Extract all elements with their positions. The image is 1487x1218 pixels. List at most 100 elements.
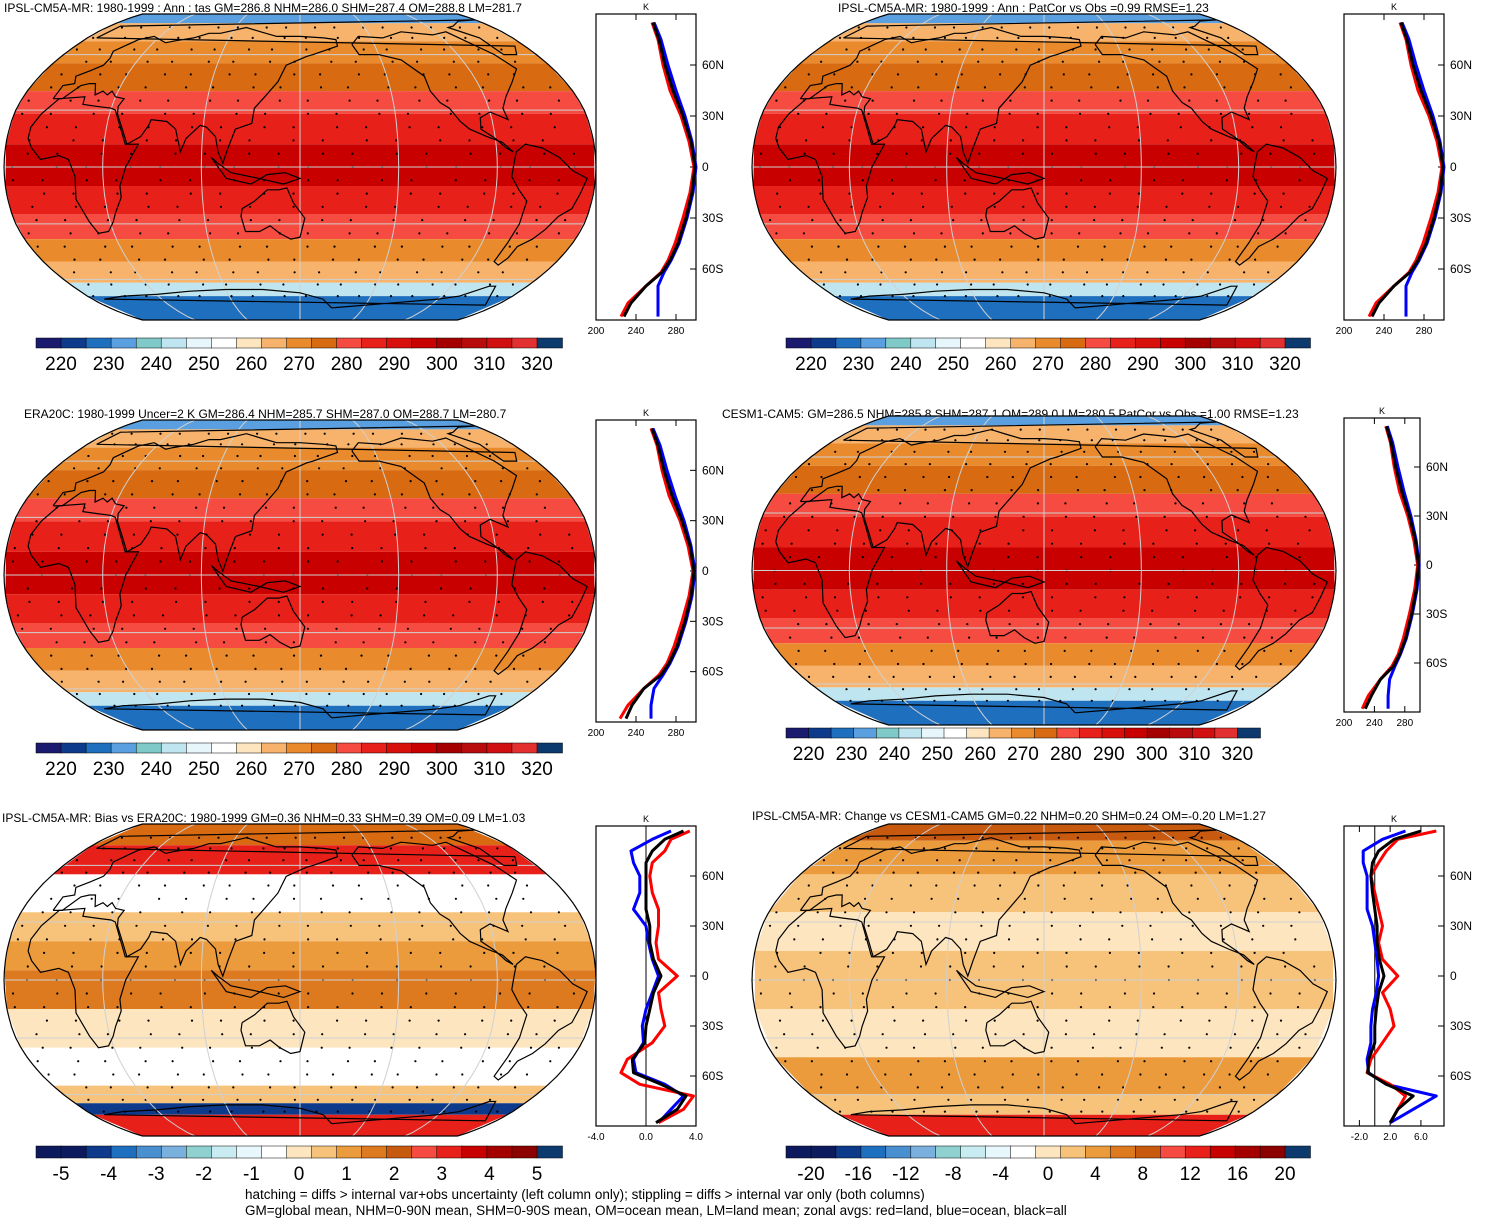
stipple-dot (1126, 258, 1129, 261)
stipple-dot (488, 232, 491, 235)
stipple-dot (391, 836, 394, 839)
stipple-dot (935, 1006, 938, 1009)
x-tick-label: 200 (1336, 326, 1353, 337)
stipple-dot (868, 688, 871, 691)
colorbar-swatch (286, 742, 313, 754)
stipple-dot (406, 112, 409, 115)
colorbar-swatch (211, 742, 238, 754)
stipple-dot (293, 271, 296, 274)
colorbar: -20 -16 -12 -8 -4 0 4 8 12 16 20 (785, 1145, 1311, 1185)
stipple-dot (968, 502, 971, 505)
stipple-dot (1241, 48, 1244, 51)
stipple-dot (514, 60, 517, 63)
stipple-dot (16, 614, 19, 617)
stipple-dot (144, 86, 147, 89)
stipple-dot (1036, 1006, 1039, 1009)
map-border (751, 823, 1337, 1137)
colorbar-swatch (1010, 1145, 1037, 1159)
stipple-dot (899, 636, 902, 639)
stipple-dot (913, 283, 916, 286)
stipple-dot (1050, 596, 1054, 599)
stipple-dot (73, 467, 76, 470)
stipple-dot (1108, 126, 1111, 129)
stipple-dot (110, 859, 113, 862)
stipple-dot (1065, 965, 1068, 968)
stipple-dot (1156, 649, 1159, 653)
stipple-dot (1152, 179, 1156, 182)
stipple-dot (277, 547, 280, 550)
stipple-dot (935, 542, 938, 545)
stipple-dot (970, 245, 973, 248)
stipple-dot (144, 965, 147, 968)
stipple-dot (816, 1046, 819, 1049)
stipple-dot (553, 1019, 556, 1022)
stipple-dot (1094, 139, 1097, 142)
colorbar-swatch (286, 1145, 313, 1159)
stipple-dot (146, 1086, 149, 1089)
stipple-dot (336, 1110, 339, 1113)
stipple-dot (117, 897, 120, 900)
stipple-dot (797, 924, 800, 927)
stipple-dot (933, 699, 936, 702)
stipple-dot (163, 73, 167, 76)
stipple-dot (867, 112, 870, 115)
stipple-dot (60, 73, 63, 76)
stipple-dot (1036, 636, 1039, 639)
stipple-dot (1026, 1098, 1029, 1101)
stipple-dot (365, 139, 368, 142)
stipple-dot (334, 506, 337, 509)
map (4, 14, 596, 320)
stipple-dot (431, 1098, 434, 1101)
stipple-dot (1063, 649, 1066, 653)
stipple-dot (802, 232, 806, 235)
stipple-dot (810, 245, 814, 248)
stipple-dot (1240, 965, 1243, 968)
stipple-dot (110, 283, 113, 286)
stipple-dot (331, 258, 335, 261)
stipple-dot (1051, 152, 1054, 155)
stipple-dot (354, 60, 357, 63)
stipple-dot (392, 520, 395, 523)
stipple-dot (230, 295, 233, 298)
stipple-dot (408, 1019, 411, 1022)
stipple-dot (857, 502, 861, 505)
stipple-dot (1206, 295, 1209, 298)
stipple-dot (1048, 1110, 1051, 1113)
colorbar-tick-label: 310 (1222, 354, 1254, 375)
colorbar-swatch (1035, 1145, 1062, 1159)
stipple-dot (206, 924, 209, 927)
stipple-dot (1126, 884, 1129, 887)
stipple-dot (1027, 1110, 1030, 1113)
colorbar-swatch (1110, 337, 1137, 349)
stipple-dot (1152, 73, 1155, 76)
stipple-dot (981, 26, 984, 29)
stipple-dot (1108, 951, 1111, 955)
stipple-dot (99, 258, 102, 261)
stipple-dot (940, 99, 943, 102)
stipple-dot (1290, 924, 1293, 927)
stipple-dot (803, 965, 806, 968)
stipple-dot (400, 493, 403, 496)
lat-tick-label: 30S (1450, 211, 1471, 225)
stipple-dot (307, 547, 310, 550)
colorbar-swatch (1209, 337, 1236, 349)
meridian (102, 420, 196, 730)
stipple-dot (938, 924, 941, 927)
stipple-dot (144, 1060, 147, 1063)
stipple-dot (1241, 662, 1244, 666)
stipple-dot (861, 992, 864, 995)
stipple-dot (1298, 911, 1301, 914)
stipple-dot (439, 192, 442, 195)
stipple-dot (1270, 502, 1273, 505)
lat-tick-label: 60N (1426, 460, 1448, 474)
colorbar-swatch (935, 1145, 962, 1159)
colorbar-swatch (311, 337, 338, 349)
stipple-dot (106, 520, 109, 523)
stipple-dot (564, 924, 567, 927)
stipple-dot (1037, 48, 1041, 51)
stipple-dot (218, 587, 221, 590)
colorbar-swatch (885, 1145, 912, 1159)
stipple-dot (387, 897, 390, 900)
lat-tick-label: 60N (702, 58, 724, 72)
stipple-dot (896, 73, 900, 76)
